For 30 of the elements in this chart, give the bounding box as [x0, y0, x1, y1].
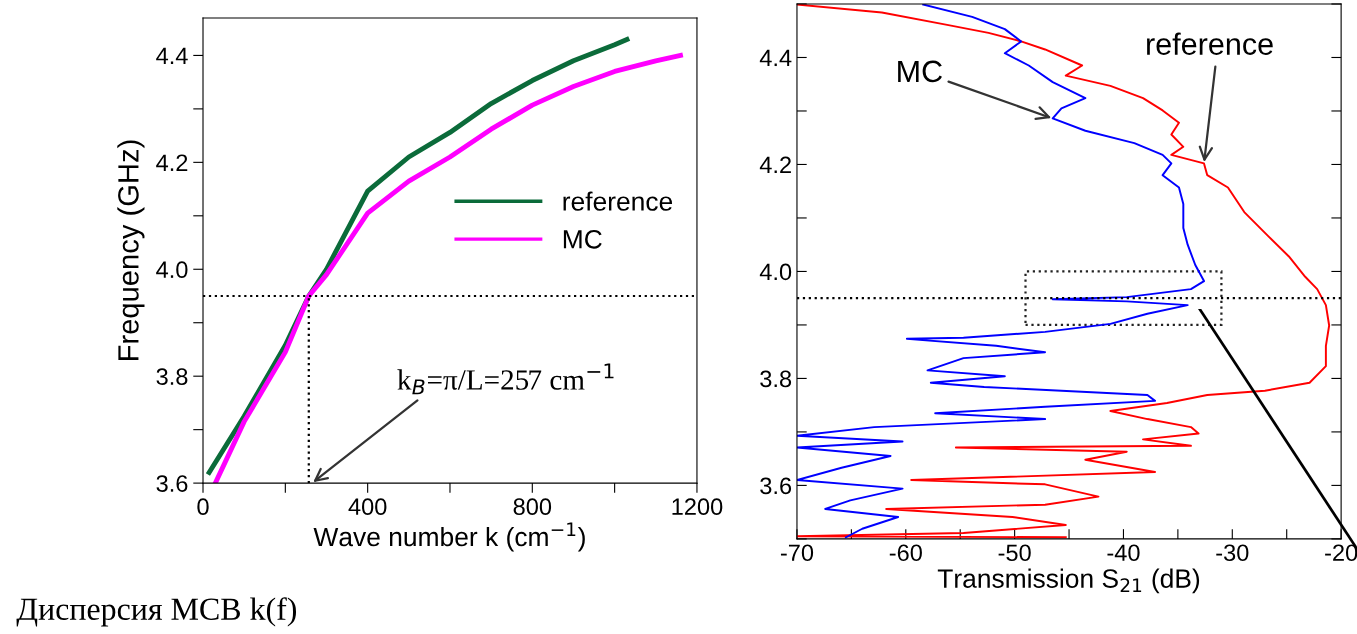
x-tick-label: 1200: [672, 498, 723, 516]
y-axis-title: Frequency (GHz): [117, 140, 145, 360]
y-tick-label: 4.2: [759, 156, 791, 174]
x-tick-label: -40: [1107, 544, 1140, 562]
x-axis-title: Wave number k (cm$^{−1}$): [313, 522, 585, 552]
y-tick-label: 3.6: [760, 477, 792, 495]
y-tick-label: 3.6: [156, 475, 188, 492]
text: Дисперсия МСВ k(f): [16, 597, 297, 627]
legend-label: reference: [563, 191, 673, 211]
series-label: MC: [898, 60, 942, 83]
x-tick-label: -50: [998, 544, 1031, 562]
x-tick-label: 400: [348, 498, 387, 516]
y-tick-label: 4.2: [156, 154, 188, 171]
y-tick-label: 4.0: [759, 263, 792, 281]
x-axis-title: Transmission S$_{21}$ (dB): [937, 568, 1200, 594]
y-tick-label: 4.4: [759, 49, 792, 67]
x-tick-label: -70: [780, 544, 814, 562]
x-tick-label: -30: [1216, 544, 1249, 562]
line-series: [212, 53, 683, 484]
y-tick-label: 3.8: [156, 368, 188, 385]
x-tick-label: 800: [513, 498, 552, 516]
legend-label: MC: [563, 229, 602, 249]
series-label: reference: [1147, 32, 1273, 55]
x-tick-label: 0: [197, 498, 209, 516]
x-tick-label: -20: [1325, 544, 1357, 562]
y-tick-label: 4.0: [156, 261, 188, 279]
annotation: k$_{B}$=π/L=257 cm$^{−1}$: [397, 363, 614, 395]
y-tick-label: 4.4: [156, 47, 188, 64]
y-tick-label: 3.8: [760, 370, 792, 388]
x-tick-label: -60: [889, 544, 922, 562]
